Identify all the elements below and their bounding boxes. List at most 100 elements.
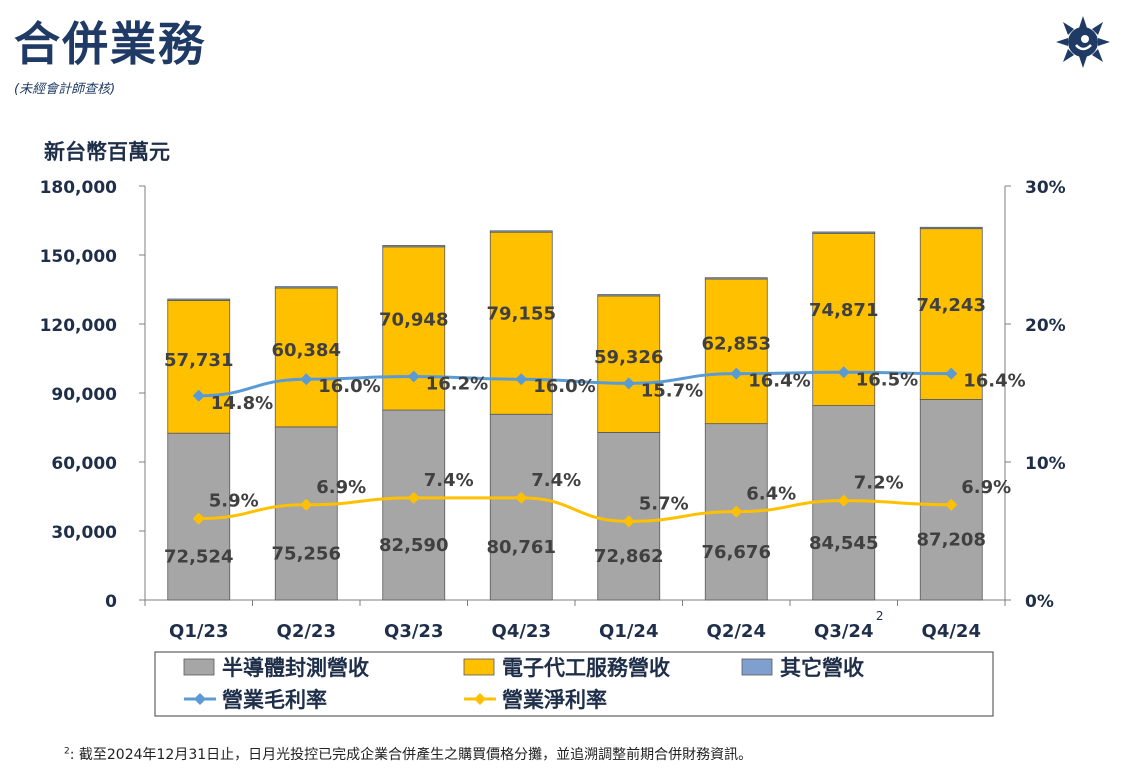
gross-margin-value-label: 16.4% (748, 371, 810, 392)
audit-note: (未經會計師查核) (14, 82, 116, 97)
x-category-label: Q4/24 (922, 621, 981, 642)
net-margin-marker (622, 515, 635, 528)
legend-box (154, 651, 994, 717)
y-right-tick-label: 10% (1025, 454, 1066, 474)
gross-margin-value-label: 16.5% (856, 369, 918, 390)
bar-other (812, 231, 876, 234)
bar-other (167, 298, 231, 301)
ems-value-label: 74,243 (917, 295, 986, 316)
net-margin-value-label: 6.9% (316, 477, 366, 498)
gross-margin-marker (622, 377, 635, 390)
semiconductor-value-label: 87,208 (917, 530, 986, 551)
x-category-label: Q3/23 (384, 621, 443, 642)
net-margin-marker (300, 498, 313, 511)
x-category-label: Q2/23 (277, 621, 336, 642)
ems-value-label: 70,948 (379, 310, 448, 331)
x-category-superscript: 2 (876, 609, 884, 623)
legend-other-swatch (741, 658, 773, 676)
ems-value-label: 60,384 (272, 340, 341, 361)
net-margin-marker (192, 512, 205, 525)
ems-value-label: 59,326 (594, 347, 663, 368)
semiconductor-value-label: 75,256 (272, 543, 341, 564)
x-category-label: Q1/23 (169, 621, 228, 642)
footnote-text: : 截至2024年12月31日止，日月光投控已完成企業合併產生之購買價格分攤，並… (69, 747, 753, 763)
legend-ems-label: 電子代工服務營收 (502, 656, 670, 680)
chart: 0 30,000 60,000 90,000 120,000 150,000 180,000… (40, 178, 1066, 717)
bar-other (919, 226, 983, 230)
net-margin-marker (515, 491, 528, 504)
gross-margin-marker (515, 373, 528, 386)
net-margin-marker (407, 491, 420, 504)
gross-margin-marker (730, 367, 743, 380)
footnote: 2: 截至2024年12月31日止，日月光投控已完成企業合併產生之購買價格分攤，… (64, 744, 752, 764)
net-margin-value-label: 6.9% (961, 477, 1011, 498)
gross-margin-marker (407, 370, 420, 383)
net-margin-value-label: 5.7% (639, 493, 689, 514)
gross-margin-marker (837, 366, 850, 379)
legend-semiconductor-label: 半導體封測營收 (222, 656, 369, 680)
bar-semiconductor (489, 413, 553, 601)
sun-logo-icon (1056, 16, 1110, 68)
gross-margin-value-label: 16.0% (533, 376, 595, 397)
x-category-label: Q1/24 (599, 621, 658, 642)
legend-other-label: 其它營收 (780, 656, 864, 680)
bar-ems (167, 300, 231, 434)
y-left-tick-label: 120,000 (40, 316, 118, 336)
legend-gross-margin-label: 營業毛利率 (222, 688, 327, 712)
bar-ems (704, 278, 768, 425)
net-margin-line (198, 496, 952, 523)
gross-margin-marker (192, 389, 205, 402)
y-left-tick-label: 30,000 (51, 523, 117, 543)
bar-semiconductor (274, 426, 338, 601)
gross-margin-marker (945, 367, 958, 380)
gross-margin-value-label: 16.0% (318, 376, 380, 397)
bar-other (489, 230, 553, 233)
net-margin-value-label: 5.9% (209, 491, 259, 512)
net-margin-value-label: 7.2% (854, 473, 904, 494)
bar-semiconductor (382, 409, 446, 601)
y-right-tick-label: 30% (1025, 178, 1066, 198)
gross-margin-marker (300, 373, 313, 386)
semiconductor-value-label: 80,761 (487, 537, 556, 558)
legend-gross-margin-marker-sample (194, 693, 206, 705)
y-left-tick-label: 150,000 (40, 247, 118, 267)
semiconductor-value-label: 82,590 (379, 535, 448, 556)
ems-value-label: 57,731 (164, 350, 233, 371)
bar-ems (382, 246, 446, 411)
semiconductor-value-label: 76,676 (702, 542, 771, 563)
x-category-label: Q2/24 (707, 621, 766, 642)
legend-net-margin-label: 營業淨利率 (502, 688, 607, 712)
semiconductor-value-label: 84,545 (809, 533, 878, 554)
semiconductor-value-label: 72,862 (594, 546, 663, 567)
gross-margin-value-label: 15.7% (641, 380, 703, 401)
y-left-tick-label: 60,000 (51, 454, 117, 474)
gross-margin-value-label: 16.4% (963, 371, 1025, 392)
semiconductor-value-label: 72,524 (164, 547, 233, 568)
footnote-mark: 2 (64, 746, 70, 757)
x-category-label: Q4/23 (492, 621, 551, 642)
ems-value-label: 62,853 (702, 334, 771, 355)
y-left-tick-label: 180,000 (40, 178, 118, 198)
gross-margin-value-label: 16.2% (426, 373, 488, 394)
net-margin-marker (945, 498, 958, 511)
net-margin-marker (837, 494, 850, 507)
y-right-tick-label: 0% (1025, 592, 1054, 612)
y-left-tick-label: 0 (105, 592, 117, 612)
legend-ems-swatch (463, 658, 495, 676)
net-margin-marker (730, 505, 743, 518)
net-margin-value-label: 7.4% (424, 470, 474, 491)
y-right-tick-label: 20% (1025, 316, 1066, 336)
bar-ems (597, 295, 661, 433)
bar-other (382, 245, 446, 248)
gross-margin-value-label: 14.8% (211, 393, 273, 414)
bar-other (704, 277, 768, 280)
legend-semiconductor-swatch (183, 658, 215, 676)
ems-value-label: 79,155 (487, 303, 556, 324)
net-margin-value-label: 7.4% (531, 470, 581, 491)
legend-net-margin-marker-sample (474, 693, 486, 705)
page-title: 合併業務 (14, 17, 206, 71)
net-margin-value-label: 6.4% (746, 484, 796, 505)
bar-other (597, 294, 661, 297)
y-axis-unit-label: 新台幣百萬元 (44, 140, 170, 164)
bar-other (274, 286, 338, 289)
